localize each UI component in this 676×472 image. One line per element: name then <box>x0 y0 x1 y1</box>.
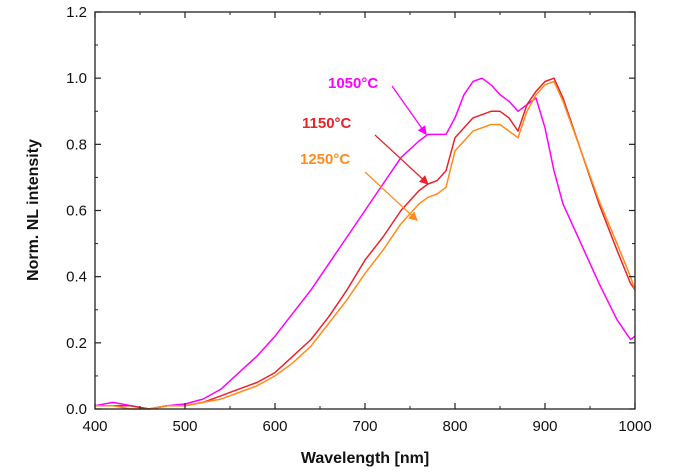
series-line-2 <box>95 80 636 410</box>
x-axis-title: Wavelength [nm] <box>301 450 429 467</box>
y-tick-label: 0.4 <box>66 269 87 286</box>
x-tick-label: 700 <box>352 418 377 435</box>
y-tick-label: 0.6 <box>66 203 87 220</box>
series-labels: 1050°C 1150°C 1250°C <box>300 75 429 222</box>
y-tick-label: 0.2 <box>66 335 87 352</box>
series-arrow-2 <box>364 171 418 222</box>
x-tick-label: 500 <box>172 418 197 435</box>
y-axis: 0.0 0.2 0.4 0.6 0.8 1.0 1.2 <box>66 4 635 418</box>
series-line-0 <box>94 77 636 410</box>
x-tick-label: 800 <box>442 418 467 435</box>
x-tick-label: 600 <box>262 418 287 435</box>
series-arrow-0 <box>391 85 427 136</box>
x-tick-label: 400 <box>82 418 107 435</box>
y-tick-label: 0.8 <box>66 136 87 153</box>
series-arrow-1 <box>374 134 429 185</box>
y-tick-label: 1.0 <box>66 70 87 87</box>
y-tick-label: 1.2 <box>66 4 87 21</box>
series-label-2: 1250°C <box>300 151 350 168</box>
x-axis: 400 500 600 700 800 900 1000 <box>82 12 652 435</box>
series-label-1: 1150°C <box>302 115 352 132</box>
y-axis-title: Norm. NL intensity <box>25 139 42 281</box>
series-layer <box>94 77 636 410</box>
y-tick-label: 0.0 <box>66 401 87 418</box>
x-tick-label: 1000 <box>618 418 651 435</box>
series-label-0: 1050°C <box>328 75 378 92</box>
x-tick-label: 900 <box>532 418 557 435</box>
